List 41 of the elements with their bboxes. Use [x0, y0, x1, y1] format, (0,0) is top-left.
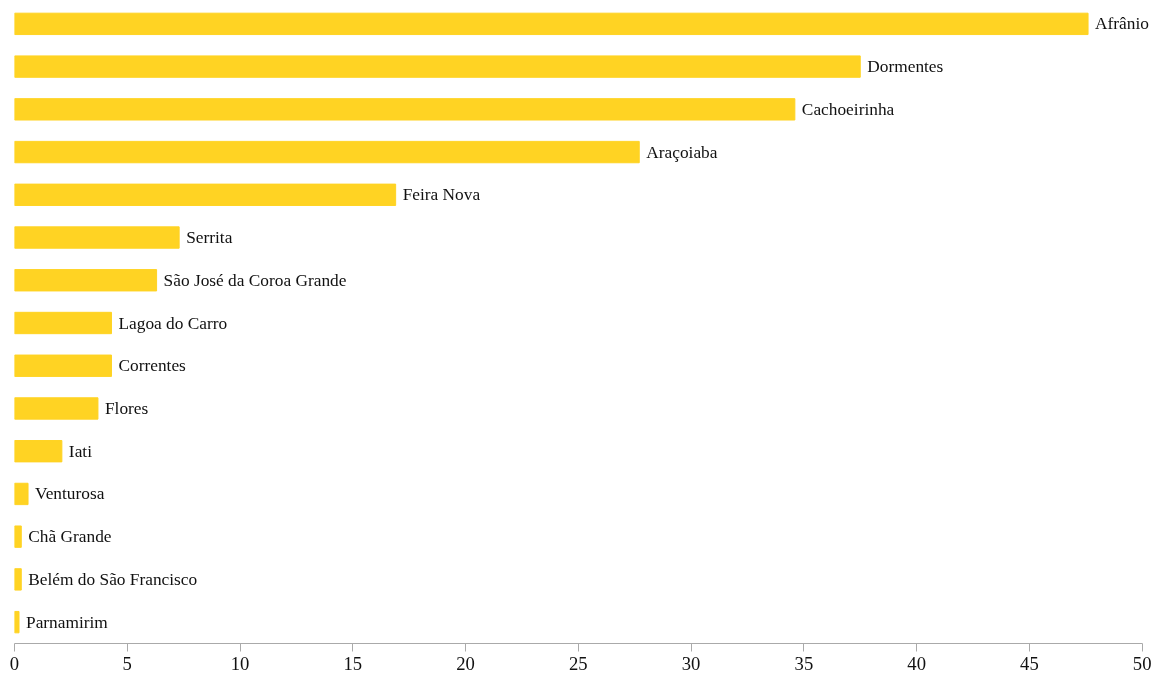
y-tick-label: Araçoiaba [646, 142, 718, 162]
y-tick-label: Parnamirim [26, 612, 109, 632]
bar [14, 98, 796, 121]
y-tick-label: Serrita [186, 228, 233, 248]
x-tick-label: 45 [1020, 652, 1039, 674]
y-tick-label: Venturosa [35, 484, 105, 504]
y-tick-label: Afrânio [1095, 14, 1149, 34]
y-tick-label: Feira Nova [402, 185, 481, 205]
bar [14, 440, 63, 463]
y-tick-label: Chã Grande [28, 527, 112, 547]
bar [14, 311, 112, 335]
y-tick-label: Correntes [118, 356, 187, 376]
x-tick-label: 50 [1132, 652, 1152, 674]
x-tick-label: 30 [681, 652, 701, 674]
bar [14, 55, 861, 78]
bar [14, 12, 1089, 36]
bar [14, 525, 22, 548]
bar [14, 269, 158, 292]
bar [14, 140, 640, 164]
y-tick-label: Lagoa do Carro [118, 313, 228, 333]
bar [14, 568, 22, 591]
y-tick-label: Belém do São Francisco [28, 569, 198, 589]
bar [14, 397, 99, 420]
y-tick-label: Flores [104, 398, 149, 418]
bar [14, 183, 397, 206]
y-tick-label: Dormentes [867, 57, 944, 77]
y-tick-label: Cachoeirinha [801, 99, 895, 119]
bar [14, 482, 29, 506]
bar [14, 354, 112, 377]
x-tick-label: 5 [122, 652, 132, 674]
x-tick-label: 35 [794, 652, 814, 674]
x-tick-label: 40 [907, 652, 926, 674]
x-tick-label: 15 [343, 652, 363, 674]
y-tick-label: Iati [68, 441, 93, 461]
y-tick-label: São José da Coroa Grande [163, 270, 347, 290]
x-tick-label: 25 [569, 652, 588, 674]
bar [14, 226, 180, 249]
x-tick-label: 10 [230, 652, 250, 674]
bar [14, 610, 20, 634]
x-tick-label: 20 [456, 652, 475, 674]
x-tick-label: 0 [9, 652, 20, 674]
